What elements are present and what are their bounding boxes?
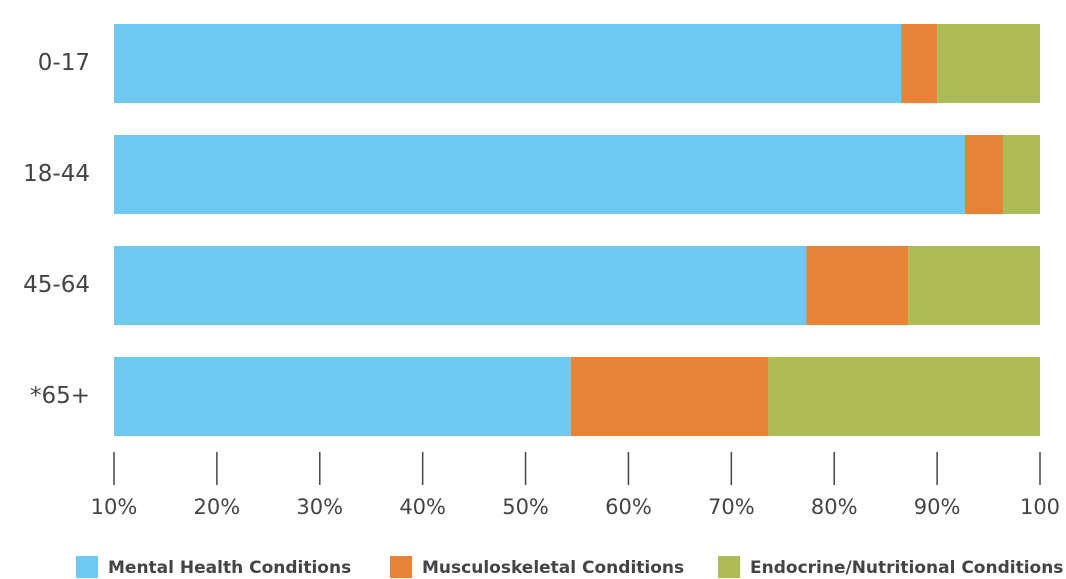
bar-segment: [908, 246, 1040, 325]
bar-segment: [806, 246, 909, 325]
bar-segment: [937, 24, 1040, 103]
x-tick-label: 20%: [194, 495, 241, 519]
x-tick-label: 100: [1020, 495, 1060, 519]
bar-segment: [114, 357, 571, 436]
x-tick-label: 80%: [811, 495, 858, 519]
legend-swatch: [718, 556, 740, 578]
bar-segment: [964, 135, 1003, 214]
x-tick-label: 10%: [91, 495, 138, 519]
legend-label: Mental Health Conditions: [108, 558, 351, 578]
bar-segment: [114, 135, 965, 214]
legend-swatch: [390, 556, 412, 578]
legend-swatch: [76, 556, 98, 578]
bar-segment: [114, 24, 902, 103]
x-tick-label: 60%: [605, 495, 652, 519]
y-tick-label: 0-17: [38, 50, 90, 76]
y-tick-label: *65+: [30, 383, 90, 409]
bar-segment: [570, 357, 769, 436]
bar-segment: [1002, 135, 1040, 214]
x-tick-label: 40%: [399, 495, 446, 519]
y-tick-label: 18-44: [23, 161, 90, 187]
legend-label: Musculoskeletal Conditions: [422, 558, 684, 578]
x-tick-label: 50%: [502, 495, 549, 519]
y-tick-label: 45-64: [23, 272, 90, 298]
x-tick-label: 30%: [296, 495, 343, 519]
x-tick-label: 70%: [708, 495, 755, 519]
bar-segment: [114, 246, 807, 325]
legend-label: Endocrine/Nutritional Conditions: [750, 558, 1063, 578]
x-tick-label: 90%: [914, 495, 961, 519]
bar-segment: [901, 24, 938, 103]
bar-segment: [768, 357, 1040, 436]
